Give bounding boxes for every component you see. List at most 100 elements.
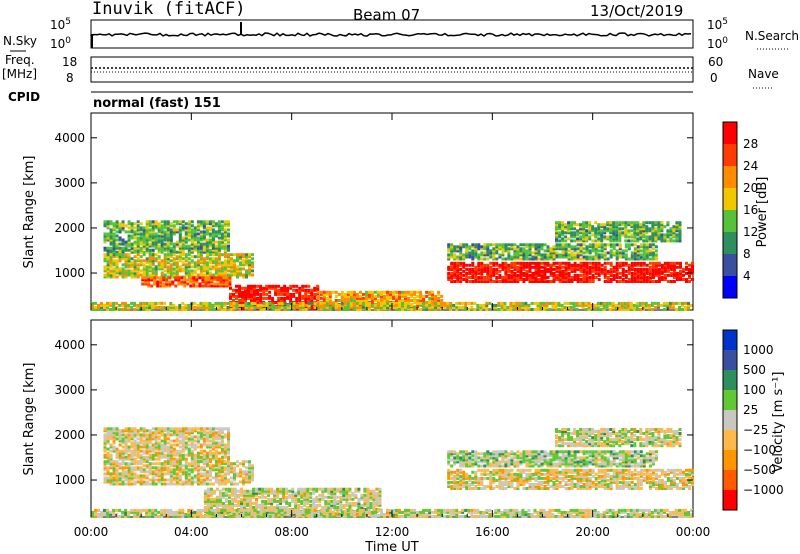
heatmap-cell <box>236 267 239 271</box>
heatmap-cell <box>192 280 196 284</box>
heatmap-cell <box>145 482 149 486</box>
heatmap-cell <box>130 226 134 230</box>
heatmap-cell <box>230 269 233 273</box>
heatmap-cell <box>483 243 487 247</box>
heatmap-cell <box>199 220 203 224</box>
heatmap-cell <box>528 276 532 279</box>
power-panel-frame <box>90 112 694 311</box>
heatmap-cell <box>184 271 188 275</box>
heatmap-cell <box>630 278 634 281</box>
heatmap-cell <box>148 230 152 234</box>
heatmap-cell <box>172 472 176 476</box>
heatmap-cell <box>307 305 311 309</box>
heatmap-cell <box>245 275 248 279</box>
heatmap-cell <box>178 474 182 478</box>
heatmap-cell <box>157 478 161 482</box>
heatmap-cell <box>184 244 188 248</box>
heatmap-cell <box>148 470 152 474</box>
heatmap-cell <box>576 233 580 237</box>
heatmap-cell <box>133 453 137 457</box>
heatmap-cell <box>175 472 179 476</box>
heatmap-cell <box>203 491 207 495</box>
heatmap-cell <box>157 226 161 230</box>
heatmap-cell <box>468 269 472 273</box>
heatmap-cell <box>262 308 266 311</box>
heatmap-cell <box>648 278 652 281</box>
heatmap-cell <box>504 247 508 251</box>
heatmap-cell <box>471 267 475 271</box>
heatmap-cell <box>225 276 229 280</box>
heatmap-cell <box>184 468 188 472</box>
heatmap-cell <box>624 253 628 257</box>
heatmap-cell <box>582 269 586 273</box>
heatmap-cell <box>172 443 176 447</box>
heatmap-cell <box>558 269 562 273</box>
heatmap-cell <box>675 223 679 227</box>
heatmap-cell <box>612 245 616 249</box>
heatmap-cell <box>106 246 110 250</box>
heatmap-cell <box>573 239 577 243</box>
heatmap-cell <box>573 227 577 231</box>
heatmap-cell <box>633 280 637 283</box>
heatmap-cell <box>190 470 194 474</box>
heatmap-cell <box>136 263 140 267</box>
heatmap-cell <box>618 276 622 279</box>
heatmap-cell <box>199 236 203 240</box>
heatmap-cell <box>596 301 600 305</box>
heatmap-cell <box>187 427 191 431</box>
heatmap-cell <box>121 222 125 226</box>
heatmap-cell <box>256 303 260 307</box>
heatmap-cell <box>450 251 454 255</box>
heatmap-cell <box>118 226 122 230</box>
heatmap-cell <box>413 292 417 296</box>
heatmap-cell <box>471 243 475 247</box>
heatmap-cell <box>103 265 107 269</box>
heatmap-cell <box>162 276 166 280</box>
heatmap-cell <box>450 263 454 267</box>
heatmap-cell <box>516 280 520 283</box>
heatmap-cell <box>685 265 688 269</box>
heatmap-cell <box>404 290 407 294</box>
heatmap-cell <box>181 248 185 252</box>
heatmap-cell <box>139 222 143 226</box>
heatmap-cell <box>678 239 682 243</box>
heatmap-cell <box>142 474 146 478</box>
heatmap-cell <box>227 451 230 455</box>
heatmap-cell <box>456 247 460 251</box>
heatmap-cell <box>389 296 392 300</box>
heatmap-cell <box>166 308 170 311</box>
heatmap-cell <box>248 472 251 476</box>
heatmap-cell <box>112 255 116 259</box>
heatmap-cell <box>636 225 640 229</box>
heatmap-cell <box>154 466 158 470</box>
heatmap-cell <box>551 303 555 307</box>
heatmap-cell <box>261 495 265 499</box>
heatmap-cell <box>106 261 110 265</box>
heatmap-cell <box>145 433 149 437</box>
heatmap-cell <box>193 232 197 236</box>
heatmap-cell <box>205 474 209 478</box>
heatmap-cell <box>564 245 568 249</box>
heatmap-cell <box>513 261 517 265</box>
heatmap-cell <box>597 245 601 249</box>
heatmap-cell <box>172 269 176 273</box>
heatmap-cell <box>468 271 472 275</box>
heatmap-cell <box>211 238 215 242</box>
heatmap-cell <box>582 255 586 259</box>
heatmap-cell <box>259 296 263 300</box>
heatmap-cell <box>600 255 604 259</box>
heatmap-cell <box>227 431 230 435</box>
heatmap-cell <box>172 460 176 464</box>
heatmap-cell <box>331 308 335 311</box>
heatmap-cell <box>198 276 202 280</box>
heatmap-cell <box>630 243 634 247</box>
heatmap-cell <box>145 224 149 228</box>
heatmap-cell <box>190 468 194 472</box>
heatmap-cell <box>600 229 604 233</box>
heatmap-cell <box>136 303 140 307</box>
heatmap-cell <box>477 263 481 267</box>
heatmap-cell <box>240 487 243 491</box>
heatmap-cell <box>133 457 137 461</box>
heatmap-cell <box>139 427 143 431</box>
heatmap-cell <box>109 472 113 476</box>
